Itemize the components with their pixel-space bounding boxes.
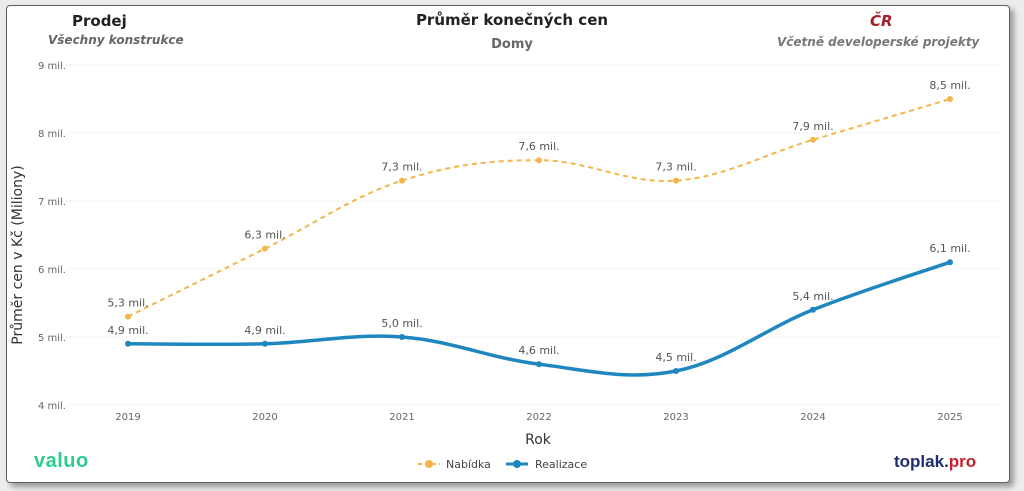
data-label-offer: 7,3 mil. — [655, 161, 696, 174]
data-point-realization[interactable] — [125, 340, 131, 347]
legend-item-realization[interactable]: Realizace — [506, 458, 587, 471]
data-label-realization: 6,1 mil. — [929, 242, 970, 255]
data-label-offer: 7,6 mil. — [518, 140, 559, 153]
data-point-offer[interactable] — [536, 157, 542, 164]
y-tick-label: 5 mil. — [38, 333, 66, 344]
toplak-logo: toplak.pro — [894, 452, 976, 472]
data-point-realization[interactable] — [947, 259, 953, 266]
data-label-realization: 4,5 mil. — [655, 351, 696, 364]
y-axis-ticks: 4 mil. 5 mil. 6 mil. 7 mil. 8 mil. 9 mil. — [38, 61, 66, 412]
legend-realization-marker — [513, 460, 521, 468]
legend-offer-marker — [425, 460, 433, 468]
data-point-realization[interactable] — [810, 306, 816, 313]
region-title: ČR — [870, 12, 893, 30]
data-point-realization[interactable] — [536, 361, 542, 368]
y-tick-label: 4 mil. — [38, 401, 66, 412]
series-line-realization — [127, 260, 951, 377]
y-tick-label: 8 mil. — [38, 129, 66, 140]
legend: Nabídka Realizace — [418, 458, 587, 471]
toplak-logo-main: toplak — [894, 452, 945, 471]
toplak-logo-dot: . — [944, 452, 949, 471]
legend-realization-label: Realizace — [535, 458, 587, 471]
x-tick-label: 2024 — [800, 412, 825, 423]
data-point-realization[interactable] — [262, 340, 268, 347]
data-label-offer: 6,3 mil. — [244, 229, 285, 242]
x-tick-label: 2021 — [389, 412, 414, 423]
x-tick-label: 2025 — [937, 412, 962, 423]
x-tick-label: 2022 — [526, 412, 551, 423]
legend-offer-label: Nabídka — [446, 458, 491, 471]
chart-card — [6, 5, 1010, 483]
y-tick-label: 6 mil. — [38, 265, 66, 276]
data-label-realization: 4,9 mil. — [107, 324, 148, 337]
data-label-offer: 5,3 mil. — [107, 297, 148, 310]
x-tick-label: 2020 — [252, 412, 277, 423]
data-label-offer: 8,5 mil. — [929, 79, 970, 92]
valuo-logo: valuo — [34, 450, 89, 472]
data-point-offer[interactable] — [125, 313, 131, 320]
data-point-offer[interactable] — [262, 245, 268, 252]
data-point-realization[interactable] — [673, 368, 679, 374]
data-label-realization: 4,6 mil. — [518, 344, 559, 357]
toplak-logo-suffix: pro — [948, 452, 977, 471]
y-tick-label: 7 mil. — [38, 197, 66, 208]
chart-subtitle: Domy — [491, 37, 533, 52]
data-point-offer[interactable] — [810, 136, 816, 143]
data-point-realization[interactable] — [399, 334, 405, 340]
data-label-realization: 5,4 mil. — [792, 290, 833, 303]
data-point-offer[interactable] — [399, 177, 405, 184]
region-subtitle: Včetně developerské projekty — [777, 35, 980, 49]
x-axis-ticks: 2019 2020 2021 2022 2023 2024 2025 — [115, 412, 962, 423]
data-labels: 5,3 mil. 6,3 mil. 7,3 mil. 7,6 mil. 7,3 mil.… — [107, 79, 970, 364]
data-label-offer: 7,3 mil. — [381, 161, 422, 174]
x-tick-label: 2023 — [663, 412, 688, 423]
y-tick-label: 9 mil. — [38, 61, 66, 72]
data-label-offer: 7,9 mil. — [792, 120, 833, 133]
grid-lines — [62, 64, 1000, 406]
legend-item-offer[interactable]: Nabídka — [418, 458, 491, 471]
data-label-realization: 5,0 mil. — [381, 317, 422, 330]
y-axis-title: Průměr cen v Kč (Miliony) — [10, 165, 26, 344]
series-lines — [125, 96, 953, 377]
data-point-offer[interactable] — [673, 177, 679, 184]
segment-subtitle: Všechny konstrukce — [48, 33, 184, 47]
segment-title: Prodej — [72, 12, 127, 30]
chart-title: Průměr konečných cen — [415, 11, 609, 29]
data-point-offer[interactable] — [947, 96, 953, 102]
data-label-realization: 4,9 mil. — [244, 324, 285, 337]
x-tick-label: 2019 — [115, 412, 140, 423]
x-axis-title: Rok — [525, 432, 552, 448]
